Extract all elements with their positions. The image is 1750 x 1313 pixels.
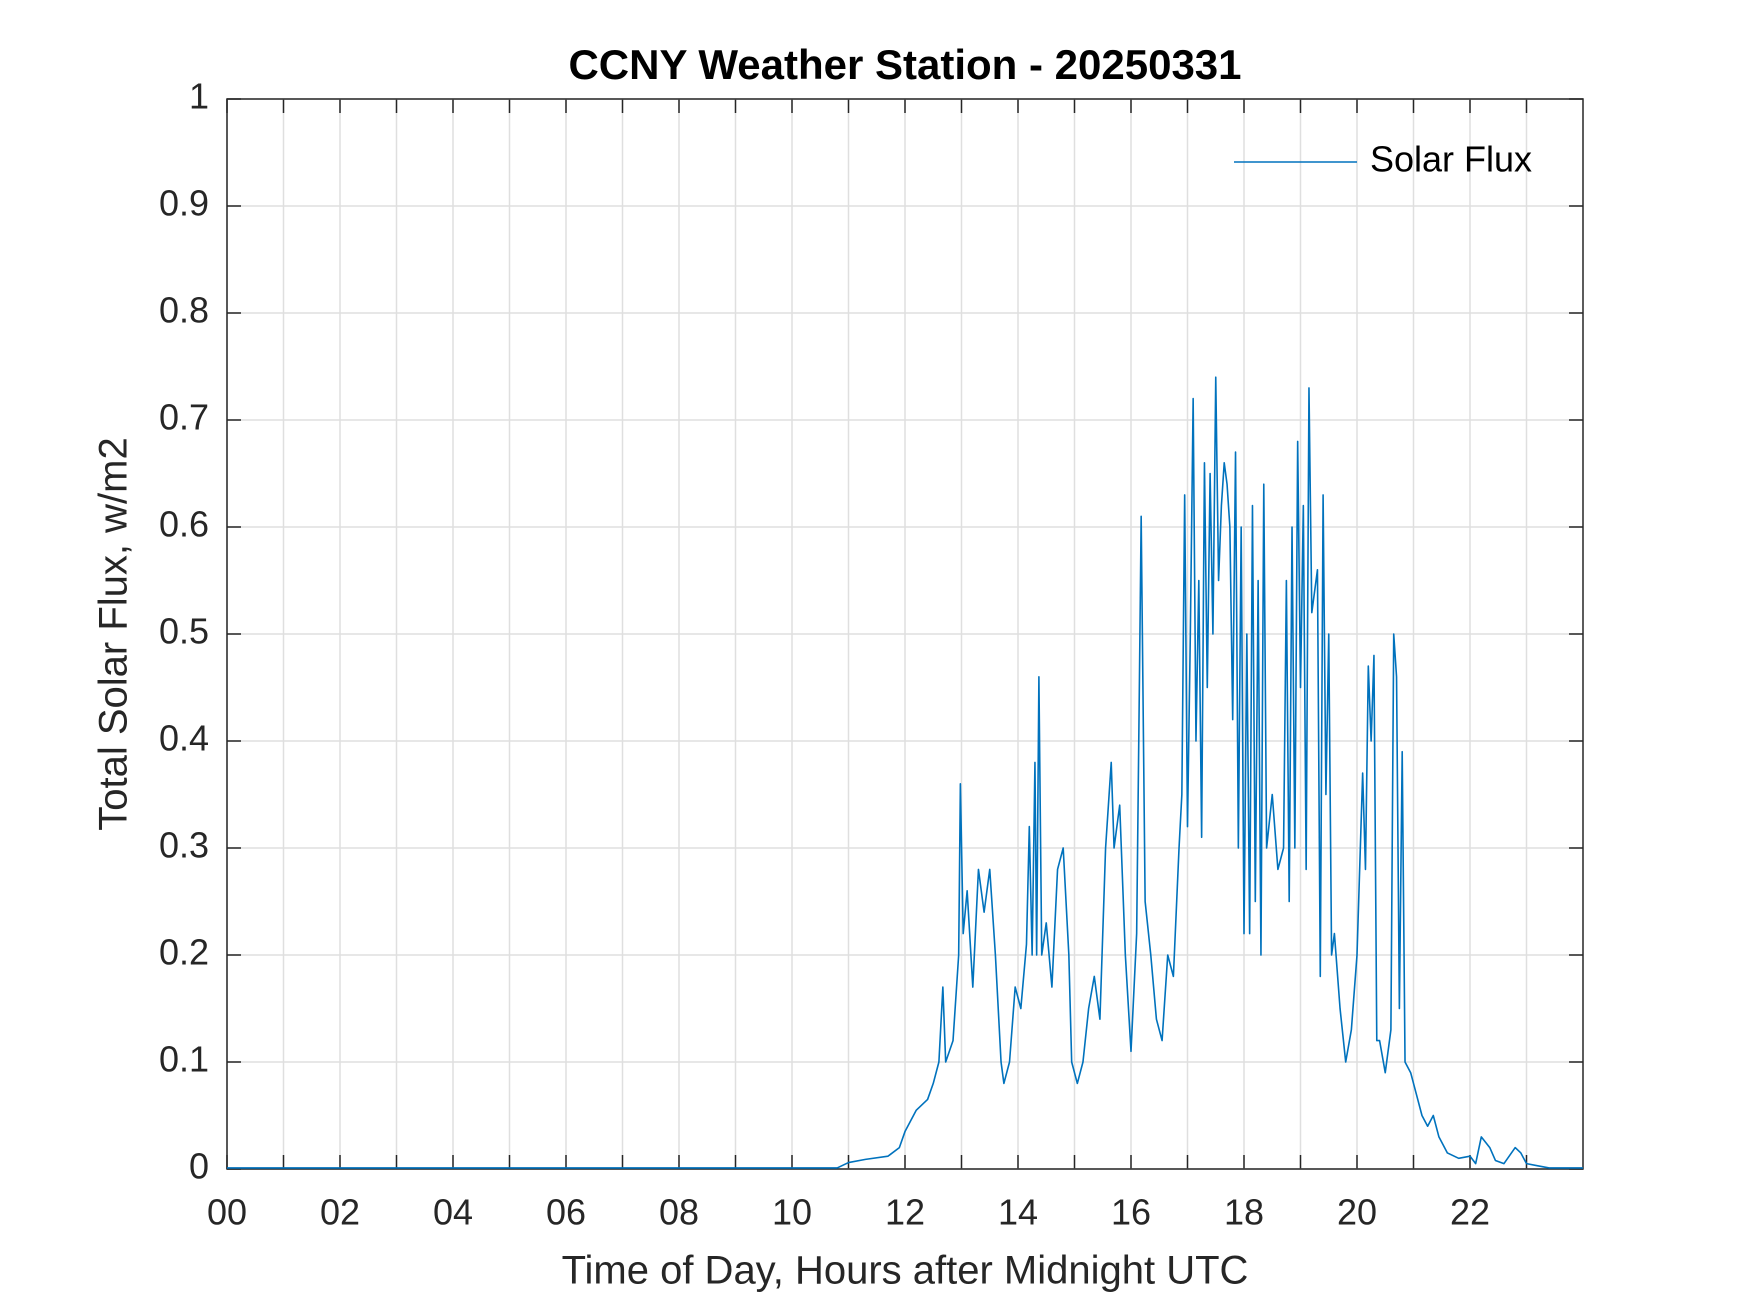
- x-tick-label: 18: [1224, 1192, 1264, 1233]
- x-tick-label: 16: [1111, 1192, 1151, 1233]
- y-tick-label: 1: [189, 76, 209, 117]
- y-tick-label: 0.6: [159, 504, 209, 545]
- y-tick-label: 0.3: [159, 825, 209, 866]
- y-tick-label: 0.9: [159, 183, 209, 224]
- x-tick-label: 20: [1337, 1192, 1377, 1233]
- y-tick-label: 0: [189, 1146, 209, 1187]
- x-tick-label: 06: [546, 1192, 586, 1233]
- x-tick-label: 04: [433, 1192, 473, 1233]
- chart-title: CCNY Weather Station - 20250331: [568, 41, 1241, 88]
- y-tick-label: 0.2: [159, 932, 209, 973]
- y-axis-label: Total Solar Flux, w/m2: [92, 437, 136, 830]
- y-tick-label: 0.5: [159, 611, 209, 652]
- x-tick-label: 10: [772, 1192, 812, 1233]
- x-axis-label: Time of Day, Hours after Midnight UTC: [562, 1249, 1249, 1293]
- x-tick-label: 14: [998, 1192, 1038, 1233]
- y-tick-label: 0.8: [159, 290, 209, 331]
- y-tick-label: 0.1: [159, 1039, 209, 1080]
- y-tick-label: 0.4: [159, 718, 209, 759]
- x-tick-label: 12: [885, 1192, 925, 1233]
- x-tick-label: 00: [207, 1192, 247, 1233]
- data-line: [227, 376, 1583, 1169]
- x-tick-label: 08: [659, 1192, 699, 1233]
- y-tick-label: 0.7: [159, 397, 209, 438]
- x-tick-label: 02: [320, 1192, 360, 1233]
- legend-label: Solar Flux: [1370, 139, 1532, 180]
- plot-frame: [226, 98, 1584, 1170]
- x-tick-label: 22: [1450, 1192, 1490, 1233]
